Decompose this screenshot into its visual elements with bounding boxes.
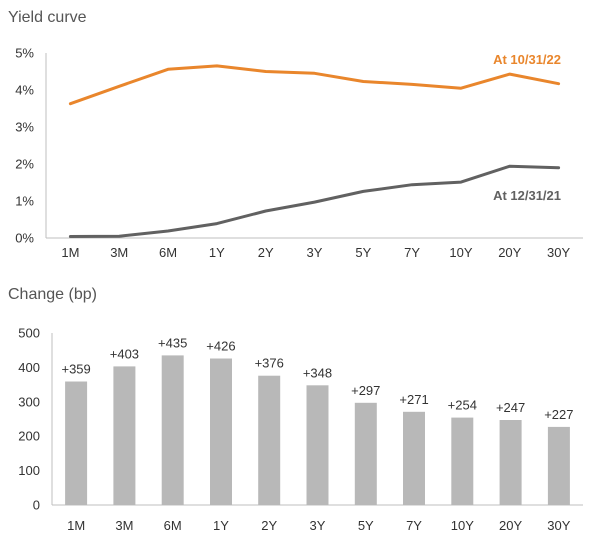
y-tick-label: 2% xyxy=(15,157,34,172)
x-tick-label: 1M xyxy=(61,245,79,260)
x-tick-label: 3M xyxy=(110,245,128,260)
data-label: +435 xyxy=(158,335,187,350)
bar-1m xyxy=(65,381,88,505)
y-tick-label: 0 xyxy=(33,498,40,513)
series-line-2 xyxy=(68,164,561,238)
yield-curve-title: Yield curve xyxy=(8,9,87,26)
bar-2y xyxy=(258,375,281,505)
data-label: +348 xyxy=(303,365,332,380)
y-tick-label: 3% xyxy=(15,120,34,135)
data-label: +271 xyxy=(399,392,428,407)
x-tick-label: 1Y xyxy=(213,518,229,533)
series-line-1 xyxy=(68,64,561,106)
x-tick-label: 1Y xyxy=(209,245,225,260)
x-tick-label: 5Y xyxy=(355,245,371,260)
bar-7y xyxy=(403,411,425,505)
data-label: +247 xyxy=(496,400,525,415)
x-tick-label: 30Y xyxy=(547,245,570,260)
x-tick-label: 7Y xyxy=(404,245,420,260)
y-tick-label: 500 xyxy=(18,326,40,341)
change-bp-title: Change (bp) xyxy=(8,286,97,303)
x-tick-label: 3M xyxy=(115,518,133,533)
x-tick-label: 6M xyxy=(164,518,182,533)
x-tick-label: 3Y xyxy=(307,245,323,260)
data-label: +359 xyxy=(61,362,90,377)
bar-10y xyxy=(451,417,474,505)
bar-1y xyxy=(210,358,232,505)
data-label: +297 xyxy=(351,383,380,398)
x-tick-label: 2Y xyxy=(258,245,274,260)
x-tick-label: 2Y xyxy=(261,518,277,533)
data-label: +376 xyxy=(255,356,284,371)
y-tick-label: 5% xyxy=(15,46,34,61)
data-label: +254 xyxy=(448,398,477,413)
data-label: +426 xyxy=(206,339,235,354)
y-tick-label: 0% xyxy=(15,231,34,246)
x-tick-label: 10Y xyxy=(451,518,474,533)
y-tick-label: 100 xyxy=(18,463,40,478)
bar-5y xyxy=(354,402,377,505)
data-label: +227 xyxy=(544,407,573,422)
series-label-at-10-31-22: At 10/31/22 xyxy=(493,52,561,67)
yield-curve-chart: 0% 1% 2% 3% 4% 5% 1M 3M 6M 1Y 2Y 3Y 5Y 7Y 10Y 20Y 30Y At … xyxy=(15,46,583,260)
y-tick-label: 200 xyxy=(18,429,40,444)
y-tick-label: 4% xyxy=(15,83,34,98)
data-label: +403 xyxy=(110,346,139,361)
bar-6m xyxy=(161,355,184,505)
bar-3m xyxy=(113,366,136,505)
bar-20y xyxy=(499,420,522,505)
y-tick-label: 300 xyxy=(18,394,40,409)
y-tick-label: 1% xyxy=(15,194,34,209)
x-tick-label: 3Y xyxy=(310,518,326,533)
bar-30y xyxy=(547,426,570,505)
x-tick-label: 20Y xyxy=(498,245,521,260)
x-tick-label: 1M xyxy=(67,518,85,533)
y-tick-label: 400 xyxy=(18,360,40,375)
x-tick-label: 7Y xyxy=(406,518,422,533)
x-tick-label: 10Y xyxy=(449,245,472,260)
x-tick-label: 5Y xyxy=(358,518,374,533)
series-label-at-12-31-21: At 12/31/21 xyxy=(493,188,561,203)
bar-3y xyxy=(306,385,329,505)
x-tick-label: 6M xyxy=(159,245,177,260)
x-tick-label: 20Y xyxy=(499,518,522,533)
x-tick-label: 30Y xyxy=(547,518,570,533)
